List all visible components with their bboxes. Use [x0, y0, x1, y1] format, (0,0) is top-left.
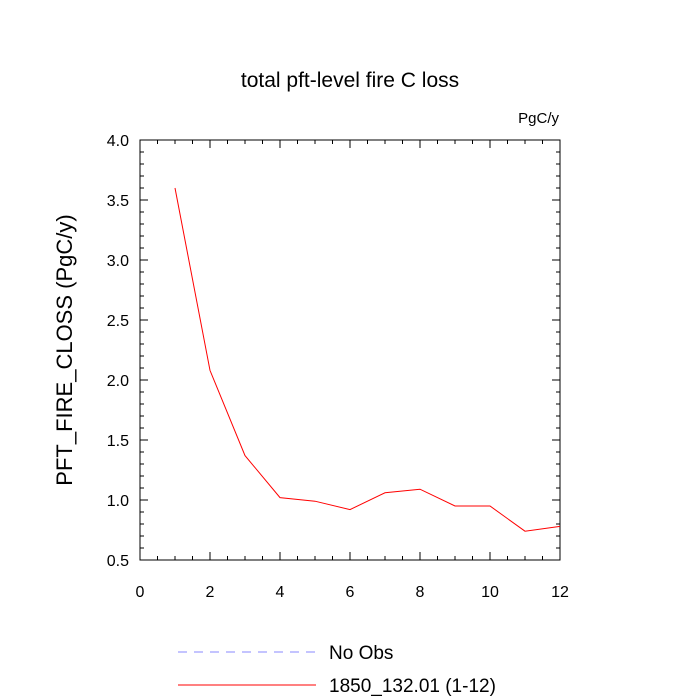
y-tick-label: 0.5 [107, 553, 129, 570]
legend-label: No Obs [329, 643, 393, 664]
y-tick-label: 3.5 [107, 193, 129, 210]
legend-label: 1850_132.01 (1-12) [329, 676, 496, 697]
x-tick-label: 8 [416, 584, 425, 601]
x-tick-label: 4 [276, 584, 285, 601]
x-tick-label: 10 [481, 584, 499, 601]
plot-frame [139, 139, 561, 561]
chart-title: total pft-level fire C loss [241, 69, 459, 92]
y-tick-label: 1.5 [107, 433, 129, 450]
x-tick-label: 6 [346, 584, 355, 601]
units-label: PgC/y [518, 110, 559, 127]
y-tick-label: 3.0 [107, 253, 129, 270]
x-tick-label: 2 [206, 584, 215, 601]
x-tick-label: 0 [136, 584, 145, 601]
y-tick-label: 2.0 [107, 373, 129, 390]
x-tick-label: 12 [551, 584, 569, 601]
series-line [174, 187, 561, 532]
y-tick-label: 1.0 [107, 493, 129, 510]
y-tick-label: 2.5 [107, 313, 129, 330]
y-axis-label: PFT_FIRE_CLOSS (PgC/y) [52, 214, 77, 485]
y-tick-label: 4.0 [107, 133, 129, 150]
